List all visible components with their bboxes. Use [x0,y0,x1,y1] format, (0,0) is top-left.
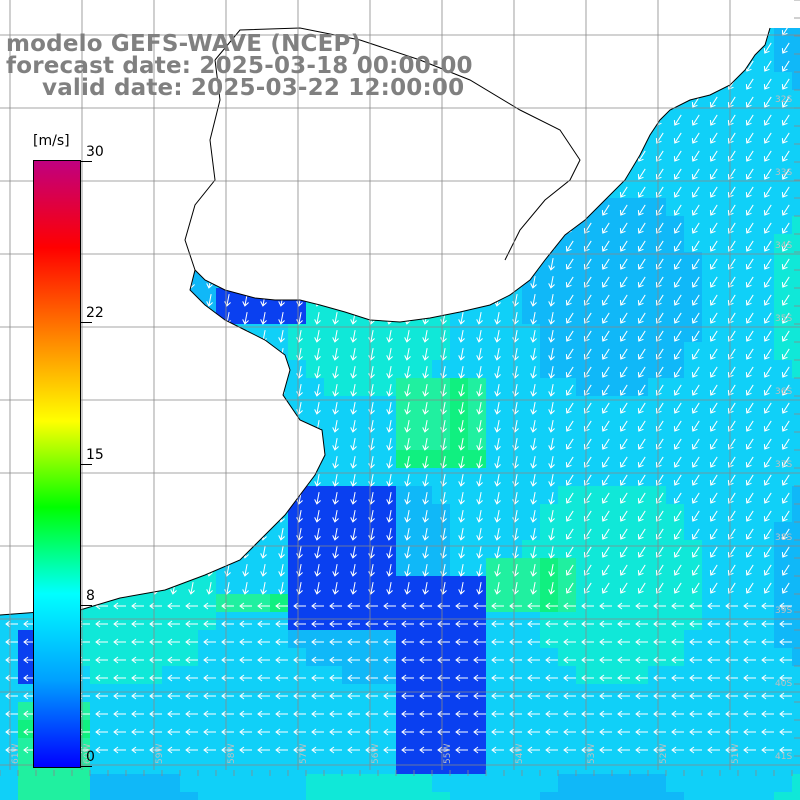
lon-label: 61W [11,744,21,764]
title-valid-date: valid date: 2025-03-22 12:00:00 [42,75,465,101]
lat-label: 41S [775,752,792,762]
lat-label: 36S [775,387,792,397]
colorbar-tick-label: 30 [86,144,104,160]
title-forecast-date: forecast date: 2025-03-18 00:00:00 [6,53,473,79]
lon-label: 56W [371,744,381,764]
lon-label: 59W [155,744,165,764]
latitude-labels: 32S 33S 34S 35S 36S 37S 38S 39S 40S 41S [775,95,792,762]
colorbar-unit: [m/s] [33,133,70,149]
lon-label: 58W [227,744,237,764]
lon-label: 53W [587,744,597,764]
lat-label: 34S [775,241,792,251]
lon-label: 55W [443,744,453,764]
lat-label: 35S [775,314,792,324]
colorbar-tick-mark [80,161,92,162]
colorbar-tick-mark [80,766,92,767]
lon-label: 57W [299,744,309,764]
lon-label: 54W [515,744,525,764]
colorbar-tick-label: 0 [86,749,95,765]
lat-label: 33S [775,168,792,178]
colorbar [33,160,81,768]
lon-label: 60W [83,744,93,764]
country-border [184,27,581,271]
colorbar-tick-mark [80,322,92,324]
lon-label: 52W [659,744,669,764]
lat-label: 40S [775,679,792,689]
colorbar-tick-mark [80,604,92,606]
title-model: modelo GEFS-WAVE (NCEP) [6,31,362,57]
colorbar-tick-label: 8 [86,587,95,604]
lat-label: 32S [775,95,792,105]
colorbar-tick-label: 22 [86,305,104,322]
lat-lon-grid [0,0,800,776]
lat-label: 38S [775,533,792,543]
colorbar-tick-mark [80,463,92,465]
lat-label: 37S [775,460,792,470]
lon-label: 51W [731,744,741,764]
lat-label: 39S [775,606,792,616]
coastline [0,27,771,616]
longitude-labels: 61W 60W 59W 58W 57W 56W 55W 54W 53W 52W 51W [11,744,741,764]
land-mask [0,0,800,615]
colorbar-tick-label: 15 [86,446,104,463]
